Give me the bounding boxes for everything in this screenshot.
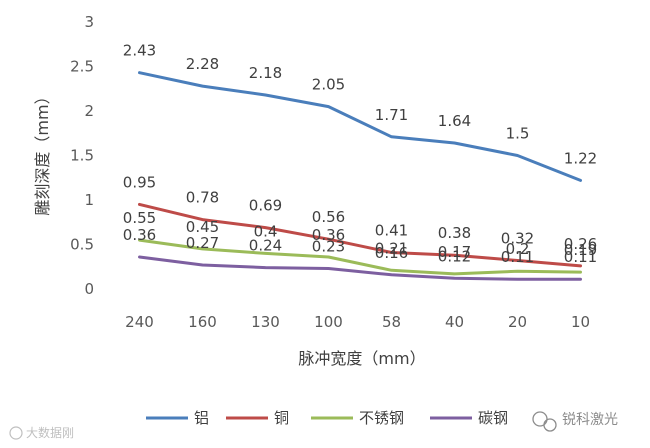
wechat-icon-bubble [543,418,557,432]
data-label: 0.95 [123,173,156,191]
data-label: 0.36 [312,226,345,244]
y-tick-label: 2 [84,102,94,120]
series-lines [138,71,582,281]
y-tick-label: 1 [84,191,94,209]
series-line-2 [138,238,582,276]
data-label: 0.36 [123,226,156,244]
data-label: 2.18 [249,64,282,82]
x-tick-label: 100 [314,313,343,331]
series-line-1 [138,202,582,268]
x-axis-ticks: 240 160 130 100 58 40 20 10 [125,313,590,331]
watermark-right: 锐科激光 [532,411,618,432]
data-label: 0.24 [249,237,282,255]
data-label: 0.21 [375,239,408,257]
y-tick-label: 1.5 [70,147,94,165]
x-tick-label: 160 [188,313,217,331]
x-tick-label: 130 [251,313,280,331]
watermark-left-text: 大数据刚 [26,425,74,440]
data-label: 2.43 [123,42,156,60]
x-tick-label: 58 [382,313,401,331]
data-label: 0.69 [249,197,282,215]
watermark-left: 大数据刚 [9,425,74,440]
data-label: 1.64 [438,112,471,130]
y-tick-label: 0.5 [70,236,94,254]
data-label: 0.32 [501,230,534,248]
data-label: 0.56 [312,208,345,226]
legend-label: 铜 [274,409,289,427]
y-tick-label: 2.5 [70,58,94,76]
data-label: 0.19 [564,241,597,259]
data-labels: 2.43 2.28 2.18 2.05 1.71 1.64 1.5 1.22 0.95 0.78 0… [123,42,597,266]
chart-legend: 铝 铜 不锈钢 碳钢 [146,409,508,427]
data-label: 0.27 [186,234,219,252]
data-label: 0.78 [186,189,219,207]
x-tick-label: 40 [445,313,464,331]
data-label: 0.12 [438,247,471,265]
data-label: 1.5 [506,125,530,143]
series-line-0 [138,71,582,182]
data-label: 0.41 [375,222,408,240]
data-label: 1.71 [375,106,408,124]
x-axis-title: 脉冲宽度（mm） [298,349,425,368]
y-tick-label: 3 [84,13,94,31]
y-tick-label: 0 [84,280,94,298]
wechat-icon [532,411,548,427]
legend-label: 不锈钢 [359,409,404,427]
data-label: 0.38 [438,224,471,242]
data-label: 1.22 [564,149,597,167]
data-label: 2.28 [186,55,219,73]
data-label: 0.2 [506,240,530,258]
data-label: 0.11 [564,248,597,266]
data-label: 0.16 [375,244,408,262]
legend-label: 碳钢 [478,409,508,427]
data-label: 0.45 [186,218,219,236]
series-line-3 [138,255,582,281]
data-label: 0.55 [123,209,156,227]
data-label: 0.4 [254,222,278,240]
y-axis-title: 雕刻深度（mm） [33,88,52,215]
x-tick-label: 20 [508,313,527,331]
watermark-right-text: 锐科激光 [562,411,618,428]
data-label: 0.17 [438,243,471,261]
data-label: 0.11 [501,248,534,266]
x-tick-label: 10 [571,313,590,331]
watermark-logo-icon [9,426,23,440]
legend-label: 铝 [194,409,209,427]
x-tick-label: 240 [125,313,154,331]
data-label: 0.23 [312,238,345,256]
data-label: 0.26 [564,235,597,253]
y-axis-ticks: 0 0.5 1 1.5 2 2.5 3 [70,13,94,298]
data-label: 2.05 [312,76,345,94]
